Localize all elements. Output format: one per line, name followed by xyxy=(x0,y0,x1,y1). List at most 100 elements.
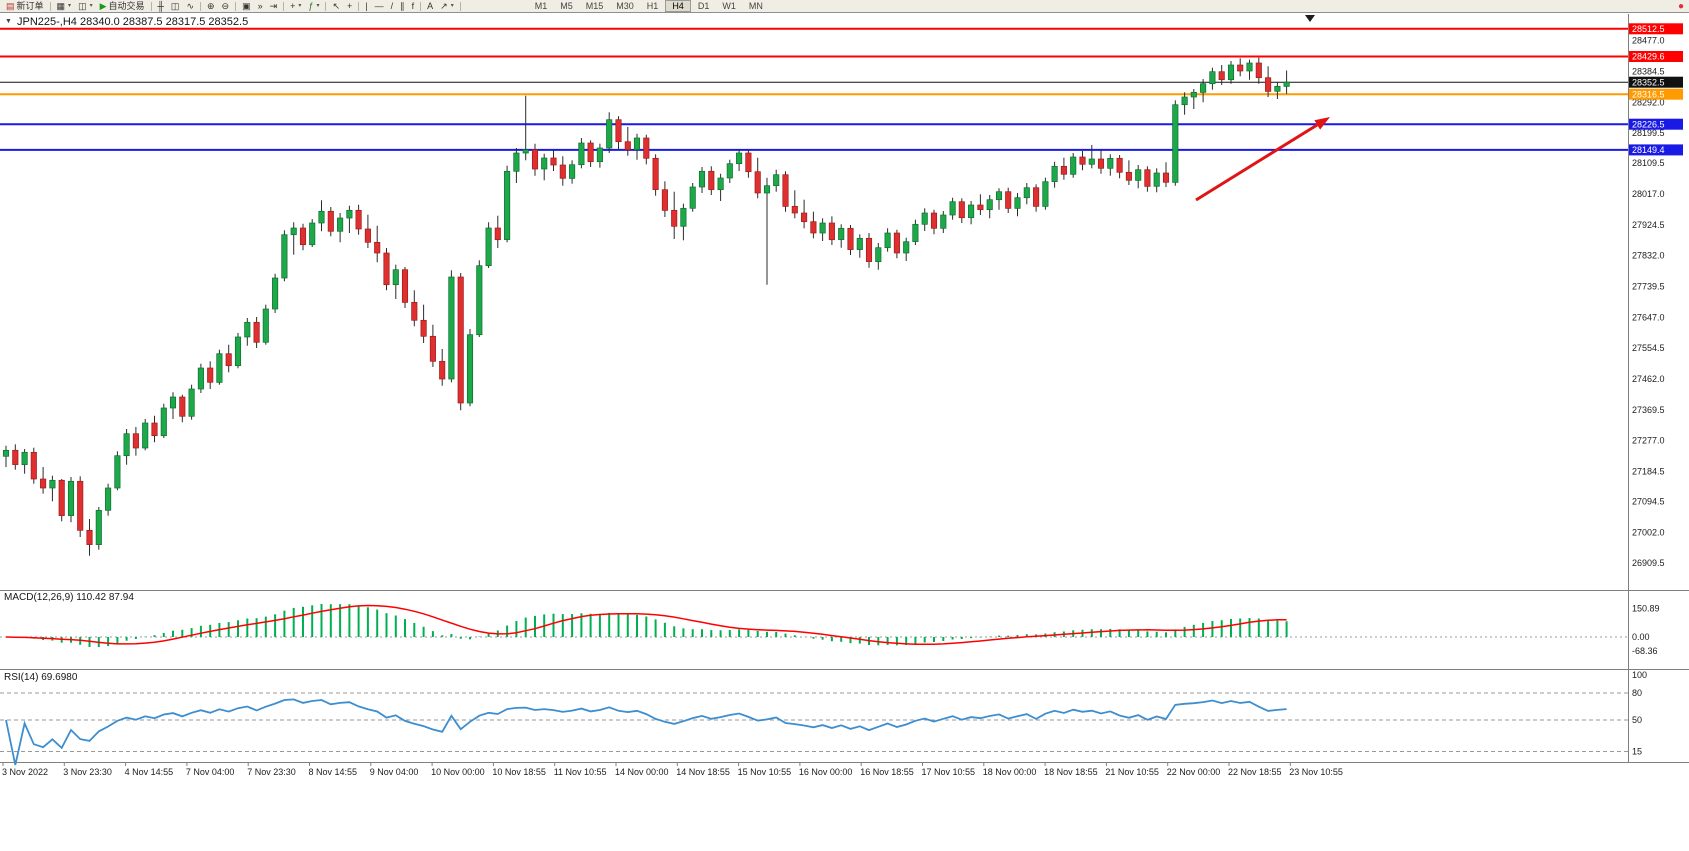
toolbar-items: ▤ 新订单 ▦ ▾ ◫ ▾ ▶ 自动交易 ╫ ◫ ∿ ⊕ ⊖ ▣» ⇥ + ▾ ƒ ▾ ↖ + | — / ∥ f A ↗ ▾ M1 M5 M… xyxy=(0,0,1689,12)
svg-text:15 Nov 10:55: 15 Nov 10:55 xyxy=(738,767,792,777)
candlestick-chart-icon: ◫ xyxy=(170,1,180,11)
svg-text:16 Nov 18:55: 16 Nov 18:55 xyxy=(860,767,914,777)
zoom-in-button[interactable]: ⊕ xyxy=(204,0,218,12)
vertical-line-button[interactable]: | xyxy=(362,0,370,12)
line-chart-button[interactable]: ∿ xyxy=(183,0,197,12)
status-icon: ● xyxy=(1677,0,1684,12)
svg-text:-68.36: -68.36 xyxy=(1632,646,1658,656)
svg-text:7 Nov 04:00: 7 Nov 04:00 xyxy=(186,767,235,777)
trend-arrow[interactable] xyxy=(1195,117,1330,202)
tile-windows-button[interactable]: ▣ xyxy=(239,0,254,12)
svg-text:100: 100 xyxy=(1632,670,1647,680)
indicators-button[interactable]: ƒ ▾ xyxy=(305,0,322,12)
svg-text:17 Nov 10:55: 17 Nov 10:55 xyxy=(922,767,976,777)
bar-chart-button[interactable]: ╫ xyxy=(155,0,167,12)
svg-text:14 Nov 00:00: 14 Nov 00:00 xyxy=(615,767,669,777)
price-badges: 28512.5 28429.6 28352.5 28316.5 28226.5 28149… xyxy=(1629,23,1683,156)
cursor-icon: ↖ xyxy=(332,1,341,11)
toolbar-separator xyxy=(358,1,360,11)
svg-text:3 Nov 2022: 3 Nov 2022 xyxy=(2,767,48,777)
svg-text:27924.5: 27924.5 xyxy=(1632,220,1665,230)
channel-button[interactable]: ∥ xyxy=(397,0,408,12)
svg-text:28292.0: 28292.0 xyxy=(1632,97,1665,107)
rsi-indicator-label: RSI(14) 69.6980 xyxy=(4,672,78,683)
auto-scroll-button[interactable]: » xyxy=(255,0,266,12)
timeframe-d1-button[interactable]: D1 xyxy=(697,1,710,11)
toolbar-separator xyxy=(235,1,237,11)
auto-trading-button-label: 自动交易 xyxy=(108,1,145,11)
current-price-line-badge xyxy=(1629,76,1683,88)
fibonacci-button[interactable]: f xyxy=(409,0,418,12)
text-label-button[interactable]: A xyxy=(424,0,436,12)
zoom-in-icon: ⊕ xyxy=(206,1,215,11)
line-chart-icon: ∿ xyxy=(186,1,194,11)
svg-text:28352.5: 28352.5 xyxy=(1632,77,1665,87)
svg-text:27554.5: 27554.5 xyxy=(1632,343,1665,353)
tile-windows-icon: ▣ xyxy=(242,1,251,11)
svg-text:22 Nov 00:00: 22 Nov 00:00 xyxy=(1167,767,1221,777)
profiles-button[interactable]: ◫ ▾ xyxy=(75,0,96,12)
new-chart-button[interactable]: + ▾ xyxy=(287,0,304,12)
rsi-line xyxy=(5,698,1287,766)
svg-text:8 Nov 14:55: 8 Nov 14:55 xyxy=(309,767,358,777)
dropdown-caret-icon: ▾ xyxy=(316,3,320,9)
trendline-button[interactable]: / xyxy=(388,0,397,12)
candlestick-chart-button[interactable]: ◫ xyxy=(168,0,183,12)
timeframe-mn-button[interactable]: MN xyxy=(748,1,763,11)
one-click-trading-toggle[interactable]: ▼ xyxy=(5,18,12,25)
timeframe-m15-button[interactable]: M15 xyxy=(585,1,604,11)
dropdown-caret-icon: ▾ xyxy=(298,3,302,9)
timeframe-m1-button[interactable]: M1 xyxy=(534,1,548,11)
svg-text:28384.5: 28384.5 xyxy=(1632,67,1665,77)
fibonacci-icon: f xyxy=(411,1,415,11)
svg-text:80: 80 xyxy=(1632,688,1642,698)
svg-text:28477.0: 28477.0 xyxy=(1632,36,1665,46)
crosshair-button[interactable]: + xyxy=(344,0,355,12)
support-line-lower-badge xyxy=(1629,144,1683,156)
crosshair-icon: + xyxy=(347,1,353,11)
candlestick-series xyxy=(2,57,1290,556)
timeframe-h4-button[interactable]: H4 xyxy=(665,0,691,12)
macd-indicator-label: MACD(12,26,9) 110.42 87.94 xyxy=(4,592,134,603)
play-icon: ▶ xyxy=(99,1,107,11)
chart-window-icon: ▦ xyxy=(56,1,66,11)
zoom-out-button[interactable]: ⊖ xyxy=(219,0,233,12)
new-order-button[interactable]: ▤ 新订单 xyxy=(3,0,47,12)
svg-text:28316.5: 28316.5 xyxy=(1632,89,1665,99)
main-toolbar: ▤ 新订单 ▦ ▾ ◫ ▾ ▶ 自动交易 ╫ ◫ ∿ ⊕ ⊖ ▣» ⇥ + ▾ ƒ ▾ ↖ + | — / ∥ f A ↗ ▾ M1 M5 M… xyxy=(0,0,1689,13)
svg-text:150.89: 150.89 xyxy=(1632,604,1660,614)
new-order-button-label: 新订单 xyxy=(16,1,44,11)
horizontal-line-button[interactable]: — xyxy=(372,0,387,12)
svg-text:10 Nov 00:00: 10 Nov 00:00 xyxy=(431,767,485,777)
svg-text:23 Nov 10:55: 23 Nov 10:55 xyxy=(1289,767,1343,777)
toolbar-separator xyxy=(420,1,422,11)
dropdown-caret-icon: ▾ xyxy=(68,3,72,9)
auto-trading-button[interactable]: ▶ 自动交易 xyxy=(97,0,148,12)
timeframe-m5-button[interactable]: M5 xyxy=(560,1,573,11)
time-axis: 3 Nov 2022 3 Nov 23:30 4 Nov 14:55 7 Nov 04… xyxy=(2,762,1343,777)
chart-title: JPN225-,H4 28340.0 28387.5 28317.5 28352… xyxy=(17,16,249,28)
arrow-tool-button[interactable]: ↗ ▾ xyxy=(437,0,457,12)
timeframe-w1-button[interactable]: W1 xyxy=(722,1,736,11)
svg-text:27094.5: 27094.5 xyxy=(1632,497,1665,507)
timeframe-m30-button[interactable]: M30 xyxy=(616,1,634,11)
svg-text:9 Nov 04:00: 9 Nov 04:00 xyxy=(370,767,419,777)
price-axis: 28477.0 28384.5 28292.0 28199.5 28109.5 28017… xyxy=(1632,36,1665,569)
text-label-icon: A xyxy=(427,1,434,11)
cursor-button[interactable]: ↖ xyxy=(329,0,343,12)
new-chart-icon: + xyxy=(290,1,296,11)
trendline-icon: / xyxy=(390,1,394,11)
panel-separators xyxy=(0,14,1689,763)
svg-text:50: 50 xyxy=(1632,715,1642,725)
price-line-objects xyxy=(0,27,1628,151)
timeframe-h1-button[interactable]: H1 xyxy=(646,1,659,11)
toolbar-separator xyxy=(199,1,201,11)
chart-windows-button[interactable]: ▦ ▾ xyxy=(54,0,75,12)
svg-text:28149.4: 28149.4 xyxy=(1632,145,1665,155)
toolbar-separator xyxy=(283,1,285,11)
chart-shift-button[interactable]: ⇥ xyxy=(267,0,281,12)
svg-text:7 Nov 23:30: 7 Nov 23:30 xyxy=(247,767,296,777)
svg-text:14 Nov 18:55: 14 Nov 18:55 xyxy=(676,767,730,777)
